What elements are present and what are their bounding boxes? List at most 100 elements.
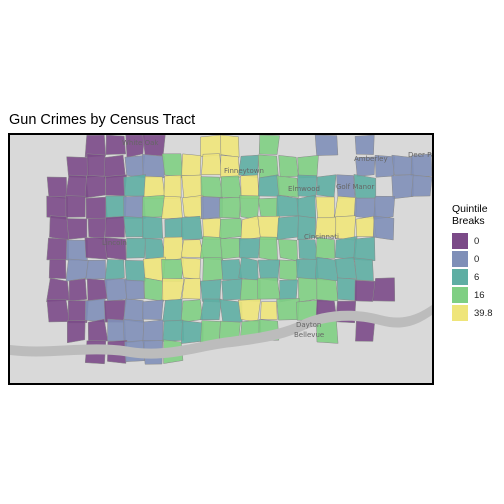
census-tract (46, 278, 69, 302)
census-tract (317, 278, 338, 301)
census-tract (104, 155, 125, 178)
census-tract (165, 218, 183, 239)
census-tract (260, 302, 277, 320)
census-tract (201, 154, 221, 175)
legend-title-line2: Breaks (452, 215, 502, 227)
census-tract (126, 238, 145, 258)
census-tract (86, 197, 107, 219)
census-tract (49, 259, 66, 278)
census-tract (47, 299, 70, 322)
census-tract (162, 154, 183, 178)
legend-label-1: 0 (474, 236, 479, 247)
census-tract (241, 175, 259, 199)
census-tract (143, 320, 163, 342)
census-tract (66, 196, 85, 218)
census-tract (219, 197, 240, 218)
census-tract (125, 260, 146, 281)
census-tract (69, 279, 87, 302)
census-tract (106, 196, 126, 219)
census-tract (219, 218, 242, 238)
census-tract (373, 278, 395, 302)
census-tract (86, 260, 106, 279)
census-tract (105, 259, 125, 281)
census-tract (107, 319, 125, 342)
census-tract (337, 278, 356, 301)
map-legend: Quintile Breaks 0 0 6 16 39.8 (452, 203, 502, 227)
census-tract (182, 175, 204, 198)
census-tract (354, 258, 373, 281)
legend-label-3: 6 (474, 272, 479, 283)
census-tract (259, 237, 278, 261)
place-label-golf-manor: Golf Manor (336, 183, 374, 191)
census-tract (222, 279, 242, 301)
legend-title-line1: Quintile (452, 203, 502, 215)
census-tract (143, 216, 163, 238)
census-tract (67, 218, 87, 239)
legend-swatch-3 (452, 269, 468, 285)
legend-swatch-4 (452, 287, 468, 303)
place-label-deer-park: Deer Park (408, 151, 432, 159)
census-tract (201, 177, 223, 198)
legend-label-2: 0 (474, 254, 479, 265)
census-tract (181, 216, 202, 239)
census-tract (67, 157, 89, 178)
census-tract (163, 299, 182, 321)
census-tract (85, 175, 106, 198)
place-label-amberley: Amberley (354, 155, 388, 163)
census-tract (87, 154, 105, 178)
census-tract (164, 175, 181, 199)
census-tract (124, 174, 146, 196)
map-panel[interactable]: White Oak Finneytown Elmwood Amberley De… (8, 133, 434, 385)
census-tract (182, 278, 200, 299)
census-tract (220, 135, 239, 157)
census-tract (125, 280, 145, 299)
census-tract (200, 236, 223, 260)
place-label-dayton: Dayton (296, 321, 321, 329)
census-tract (373, 216, 394, 240)
place-label-elmwood: Elmwood (288, 185, 320, 193)
census-tract (142, 300, 163, 320)
census-tract (355, 135, 374, 155)
census-tract (124, 299, 144, 323)
census-tract (66, 240, 87, 261)
census-tract (203, 218, 222, 239)
census-tract (181, 321, 203, 344)
census-tract (163, 320, 184, 341)
census-tract (258, 198, 279, 217)
legend-label-4: 16 (474, 290, 485, 301)
census-tract (142, 195, 164, 217)
census-tract (181, 258, 201, 279)
census-tract (299, 239, 318, 260)
census-tract (162, 278, 184, 300)
census-tract (47, 196, 68, 219)
legend-swatch-1 (452, 233, 468, 249)
census-tract (316, 197, 335, 219)
census-tract (258, 216, 280, 240)
census-tract (105, 216, 125, 237)
census-tract (238, 299, 260, 322)
census-tract (47, 177, 67, 199)
census-tract (277, 298, 300, 320)
legend-item-3: 6 (452, 269, 502, 286)
census-tract (315, 257, 338, 281)
census-tract (181, 300, 203, 323)
legend-item-2: 0 (452, 251, 502, 268)
choropleth-map[interactable]: White Oak Finneytown Elmwood Amberley De… (10, 135, 432, 383)
census-tract (163, 237, 182, 261)
place-label-bellevue: Bellevue (294, 331, 324, 339)
census-tract (392, 175, 414, 199)
census-tract (374, 196, 395, 219)
census-tract (298, 155, 319, 178)
census-tract (355, 280, 376, 301)
census-tract (355, 320, 374, 341)
census-tract (221, 176, 241, 198)
census-tract (240, 279, 260, 301)
legend-label-5: 39.8 (474, 308, 493, 319)
census-tract (241, 216, 261, 240)
census-tract (88, 218, 107, 239)
census-tract (125, 156, 145, 178)
census-tract (277, 195, 299, 216)
census-tract (297, 195, 316, 218)
legend-swatch-5 (452, 305, 468, 321)
census-tract (124, 216, 144, 237)
